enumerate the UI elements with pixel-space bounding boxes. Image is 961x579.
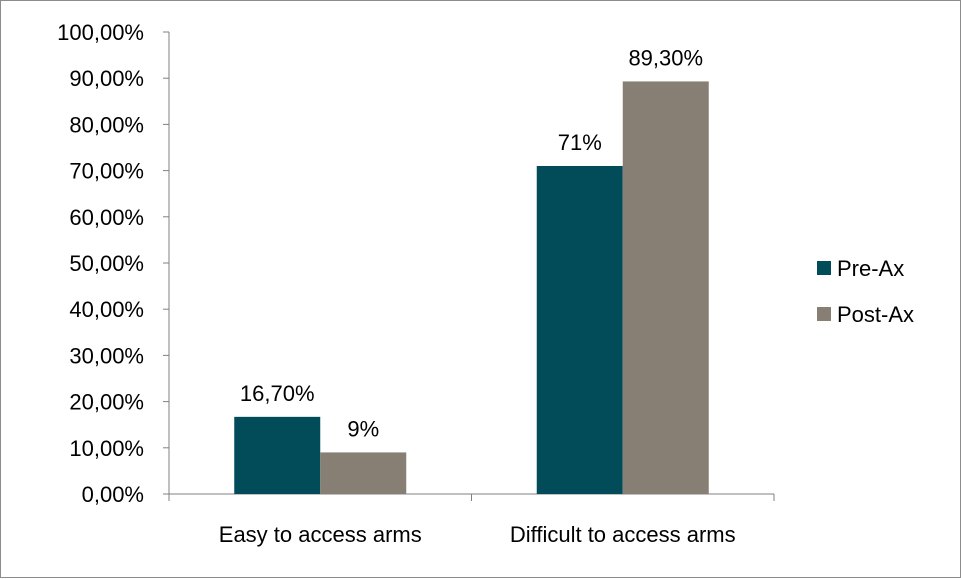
bar-post-ax-2 [622, 81, 709, 495]
y-tick-label: 90,00% [69, 66, 144, 91]
y-tick-label: 0,00% [82, 482, 144, 507]
y-tick-label: 30,00% [69, 343, 144, 368]
category-labels: Easy to access arms Difficult to access a… [219, 522, 736, 547]
data-label: 9% [347, 416, 379, 441]
x-axis-ticks [168, 494, 775, 501]
bar-post-ax-1 [320, 452, 407, 494]
data-label: 89,30% [628, 45, 703, 70]
y-tick-label: 70,00% [69, 159, 144, 184]
legend-swatch-post-ax [817, 307, 831, 321]
category-label: Difficult to access arms [510, 522, 736, 547]
legend-swatch-pre-ax [817, 261, 831, 275]
data-labels: 16,70% 9% 71% 89,30% [240, 45, 703, 441]
legend-label-post-ax: Post-Ax [837, 302, 914, 327]
bar-pre-ax-2 [536, 165, 623, 495]
data-label: 16,70% [240, 381, 315, 406]
y-tick-label: 80,00% [69, 112, 144, 137]
y-tick-label: 50,00% [69, 251, 144, 276]
bars [234, 81, 709, 495]
y-tick-label: 10,00% [69, 436, 144, 461]
y-tick-label: 40,00% [69, 297, 144, 322]
bar-pre-ax-1 [234, 416, 321, 494]
category-label: Easy to access arms [219, 522, 422, 547]
y-tick-label: 20,00% [69, 390, 144, 415]
y-tick-label: 60,00% [69, 205, 144, 230]
y-axis-ticks: 0,00% 10,00% 20,00% 30,00% 40,00% 50,00% 60,00… [57, 20, 169, 507]
data-label: 71% [558, 130, 602, 155]
legend-label-pre-ax: Pre-Ax [837, 256, 904, 281]
legend: Pre-Ax Post-Ax [817, 256, 914, 327]
y-tick-label: 100,00% [57, 20, 144, 45]
